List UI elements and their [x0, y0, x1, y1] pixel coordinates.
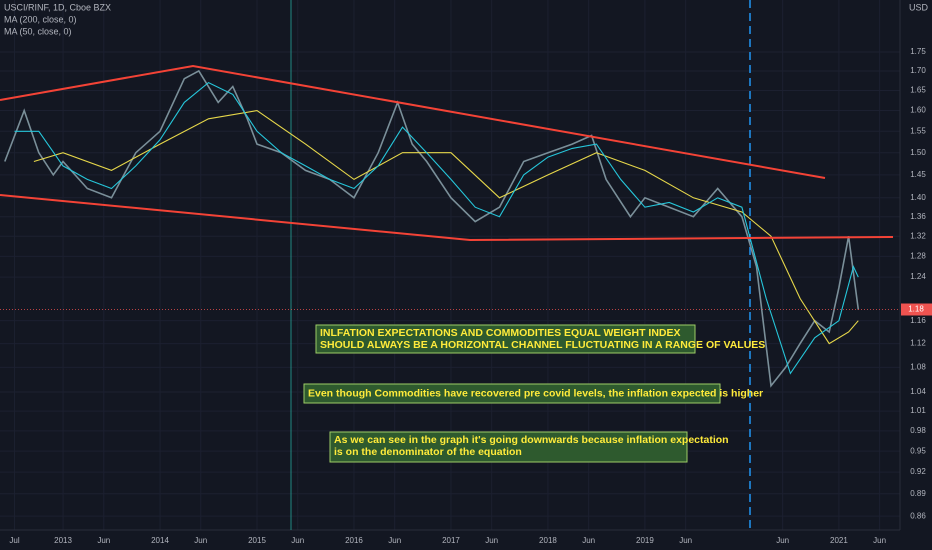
x-tick-label: Jun [776, 536, 789, 545]
x-tick-label: Jun [291, 536, 304, 545]
x-tick-label: Jun [582, 536, 595, 545]
x-tick-label: 2013 [54, 536, 72, 545]
x-tick-label: Jun [388, 536, 401, 545]
y-tick-label: 1.45 [910, 170, 926, 179]
y-tick-label: 1.36 [910, 212, 926, 221]
y-tick-label: 0.86 [910, 511, 926, 520]
trend-line [0, 64, 826, 179]
last-price-label: 1.18 [908, 305, 924, 314]
y-tick-label: 1.50 [910, 148, 926, 157]
annotation-text: SHOULD ALWAYS BE A HORIZONTAL CHANNEL FL… [320, 339, 765, 351]
y-tick-label: 1.08 [910, 362, 926, 371]
y-tick-label: 0.89 [910, 489, 926, 498]
y-tick-label: 1.04 [910, 387, 926, 396]
annotation-text: INLFATION EXPECTATIONS AND COMMODITIES E… [320, 327, 681, 339]
annotation-text: As we can see in the graph it's going do… [334, 434, 729, 446]
x-tick-label: 2015 [248, 536, 266, 545]
series-line [33, 110, 859, 345]
y-tick-label: 1.12 [910, 339, 926, 348]
y-tick-label: 1.28 [910, 251, 926, 260]
y-tick-label: 1.55 [910, 126, 926, 135]
legend-entry: MA (200, close, 0) [4, 14, 77, 24]
legend-entry: USCI/RINF, 1D, Cboe BZX [4, 2, 111, 12]
x-tick-label: Jun [679, 536, 692, 545]
x-tick-label: 2016 [345, 536, 363, 545]
x-tick-label: Jun [873, 536, 886, 545]
series-layer [0, 69, 900, 388]
x-tick-label: 2021 [830, 536, 848, 545]
x-tick-label: 2017 [442, 536, 460, 545]
y-tick-label: 0.98 [910, 426, 926, 435]
y-tick-label: 1.70 [910, 66, 926, 75]
annotation-box [315, 324, 696, 354]
y-tick-label: 0.95 [910, 446, 926, 455]
annotation-layer: INLFATION EXPECTATIONS AND COMMODITIES E… [303, 324, 765, 463]
y-tick-label: 1.40 [910, 193, 926, 202]
trend-line [0, 194, 894, 242]
last-price-tag [901, 303, 932, 316]
annotation-box [329, 431, 688, 463]
x-tick-label: 2019 [636, 536, 654, 545]
x-tick-label: 2014 [151, 536, 169, 545]
annotation-box [303, 383, 721, 404]
series-line [14, 81, 859, 375]
x-tick-label: Jun [97, 536, 110, 545]
y-tick-label: 1.24 [910, 272, 926, 281]
x-tick-label: 2018 [539, 536, 557, 545]
y-tick-label: 1.75 [910, 47, 926, 56]
x-tick-label: Jul [9, 536, 19, 545]
y-tick-label: 1.16 [910, 316, 926, 325]
legend-entry: MA (50, close, 0) [4, 26, 72, 36]
annotation-text: Even though Commodities have recovered p… [308, 387, 763, 399]
y-tick-label: 1.32 [910, 231, 926, 240]
y-unit: USD [909, 2, 929, 12]
y-tick-label: 1.65 [910, 86, 926, 95]
y-tick-label: 1.01 [910, 406, 926, 415]
y-tick-label: 1.60 [910, 106, 926, 115]
series-line [4, 69, 860, 388]
x-tick-label: Jun [194, 536, 207, 545]
y-tick-label: 0.92 [910, 467, 926, 476]
x-tick-label: Jun [485, 536, 498, 545]
annotation-text: is on the denominator of the equation [334, 446, 522, 458]
